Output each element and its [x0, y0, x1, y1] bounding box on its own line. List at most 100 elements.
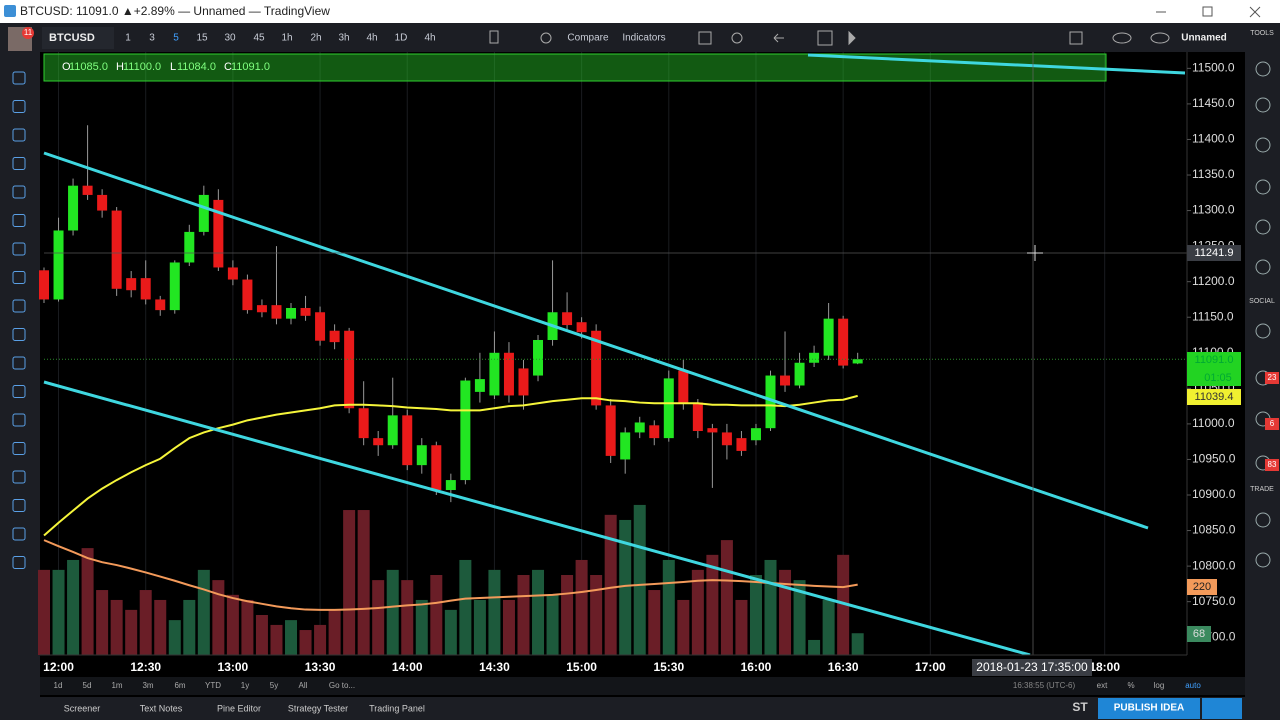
tool-icon[interactable] — [12, 356, 26, 370]
candle-body — [169, 262, 180, 311]
interval-button[interactable]: 1D — [395, 33, 408, 44]
tool-icon[interactable] — [12, 385, 26, 398]
interval-button[interactable]: 4h — [424, 33, 435, 44]
title-bar — [0, 0, 1280, 23]
more-button[interactable] — [1202, 698, 1242, 719]
time-tick-label: 14:00 — [392, 660, 423, 674]
scale-option[interactable]: log — [1154, 681, 1165, 690]
bottom-tab[interactable]: Strategy Tester — [288, 703, 348, 713]
volume-ma-value: 220 — [1193, 581, 1211, 593]
tool-icon[interactable] — [12, 470, 26, 484]
bottom-tab[interactable]: Text Notes — [140, 703, 183, 713]
volume-bar — [52, 569, 65, 655]
interval-button[interactable]: 3h — [338, 33, 349, 44]
scale-option[interactable]: auto — [1185, 681, 1201, 690]
tool-icon[interactable] — [12, 214, 26, 227]
sidebar-icon[interactable] — [1255, 97, 1271, 113]
price-tick-label: 11450.0 — [1192, 96, 1235, 110]
tool-icon[interactable] — [12, 71, 26, 85]
tool-icon[interactable] — [12, 271, 26, 284]
rectangle-drawing[interactable] — [43, 53, 1107, 82]
tool-icon[interactable] — [12, 328, 26, 341]
scale-option[interactable]: % — [1127, 681, 1134, 690]
layout-name[interactable]: Unnamed — [1181, 33, 1227, 44]
window-controls[interactable] — [1156, 6, 1261, 18]
bottom-tab[interactable]: Screener — [64, 703, 101, 713]
range-button[interactable]: 1y — [241, 681, 249, 690]
volume-bar — [212, 580, 225, 655]
interval-button[interactable]: 15 — [196, 33, 208, 44]
range-button[interactable]: YTD — [205, 681, 221, 690]
sidebar-icon[interactable] — [1255, 61, 1271, 77]
stocktwits-icon[interactable]: ST — [1072, 700, 1088, 714]
bottom-tab[interactable]: Trading Panel — [369, 703, 425, 713]
tool-icon[interactable] — [12, 556, 26, 569]
interval-button[interactable]: 1h — [281, 33, 292, 44]
compare-button[interactable]: Compare — [567, 33, 609, 44]
volume-bar — [575, 559, 588, 655]
price-tick-label: 11500.0 — [1192, 61, 1235, 75]
tool-icon[interactable] — [12, 185, 26, 199]
sidebar-icons[interactable] — [1255, 61, 1271, 568]
scale-option[interactable]: ext — [1097, 681, 1108, 690]
range-button[interactable]: 6m — [174, 681, 185, 690]
range-button[interactable]: All — [299, 681, 308, 690]
interval-button[interactable]: 45 — [253, 33, 265, 44]
tool-icon[interactable] — [12, 242, 26, 256]
tool-icon[interactable] — [12, 157, 26, 170]
sidebar-icon[interactable] — [1255, 137, 1271, 153]
time-tick-label: 17:00 — [915, 660, 946, 674]
tool-icon[interactable] — [12, 299, 26, 313]
publish-label[interactable]: PUBLISH IDEA — [1114, 703, 1185, 714]
interval-button[interactable]: 3 — [149, 33, 155, 44]
bottom-tab[interactable]: Pine Editor — [217, 703, 261, 713]
candle-body — [155, 299, 166, 311]
candle-body — [82, 185, 93, 195]
sidebar-icon[interactable] — [1255, 179, 1271, 195]
trendline[interactable] — [43, 380, 1031, 657]
interval-button[interactable]: 5 — [173, 33, 179, 44]
interval-button[interactable]: 2h — [310, 33, 321, 44]
tool-icon[interactable] — [12, 499, 26, 512]
candle-body — [68, 185, 79, 231]
tool-icon[interactable] — [12, 413, 26, 427]
drawing-tools[interactable] — [12, 71, 26, 569]
sidebar-icon[interactable] — [1255, 512, 1271, 528]
trendline[interactable] — [43, 151, 1149, 530]
sidebar-icon[interactable] — [1255, 323, 1271, 339]
tool-icon[interactable] — [12, 100, 26, 113]
trendline[interactable] — [807, 53, 1186, 75]
tool-icon[interactable] — [12, 442, 26, 455]
publish-button[interactable] — [1098, 698, 1200, 719]
tool-icon[interactable] — [12, 527, 26, 541]
range-button[interactable]: 5d — [83, 681, 92, 690]
time-tick-label: 12:30 — [130, 660, 161, 674]
range-button[interactable]: 3m — [142, 681, 153, 690]
sidebar-icon[interactable] — [1255, 552, 1271, 568]
candle-body — [692, 402, 703, 432]
time-ticks: 12:00 12:30 13:00 13:30 14:00 14:30 15:00 15:30… — [43, 660, 1120, 674]
symbol[interactable]: BTCUSD — [49, 32, 95, 44]
indicators-button[interactable]: Indicators — [622, 33, 665, 44]
range-button[interactable]: Go to... — [329, 681, 355, 690]
volume-bar — [517, 575, 530, 655]
sidebar-badge-text: 6 — [1270, 419, 1275, 428]
volume-bar — [255, 615, 268, 655]
volume-bar — [590, 575, 603, 655]
tool-icon[interactable] — [12, 128, 26, 142]
avatar-badge-text: 11 — [24, 28, 33, 37]
candle-body — [286, 307, 297, 319]
volume-bar — [386, 569, 399, 655]
range-button[interactable]: 1m — [111, 681, 122, 690]
symbol-box[interactable] — [42, 27, 114, 49]
interval-button[interactable]: 4h — [366, 33, 377, 44]
sidebar-icon[interactable] — [1255, 259, 1271, 275]
volume-bar — [430, 575, 443, 655]
sidebar-icon[interactable] — [1255, 219, 1271, 235]
interval-button[interactable]: 1 — [125, 33, 131, 44]
interval-button[interactable]: 30 — [224, 33, 236, 44]
volume-bar — [546, 594, 559, 655]
candle-body — [503, 352, 514, 396]
range-button[interactable]: 5y — [270, 681, 278, 690]
range-button[interactable]: 1d — [54, 681, 63, 690]
